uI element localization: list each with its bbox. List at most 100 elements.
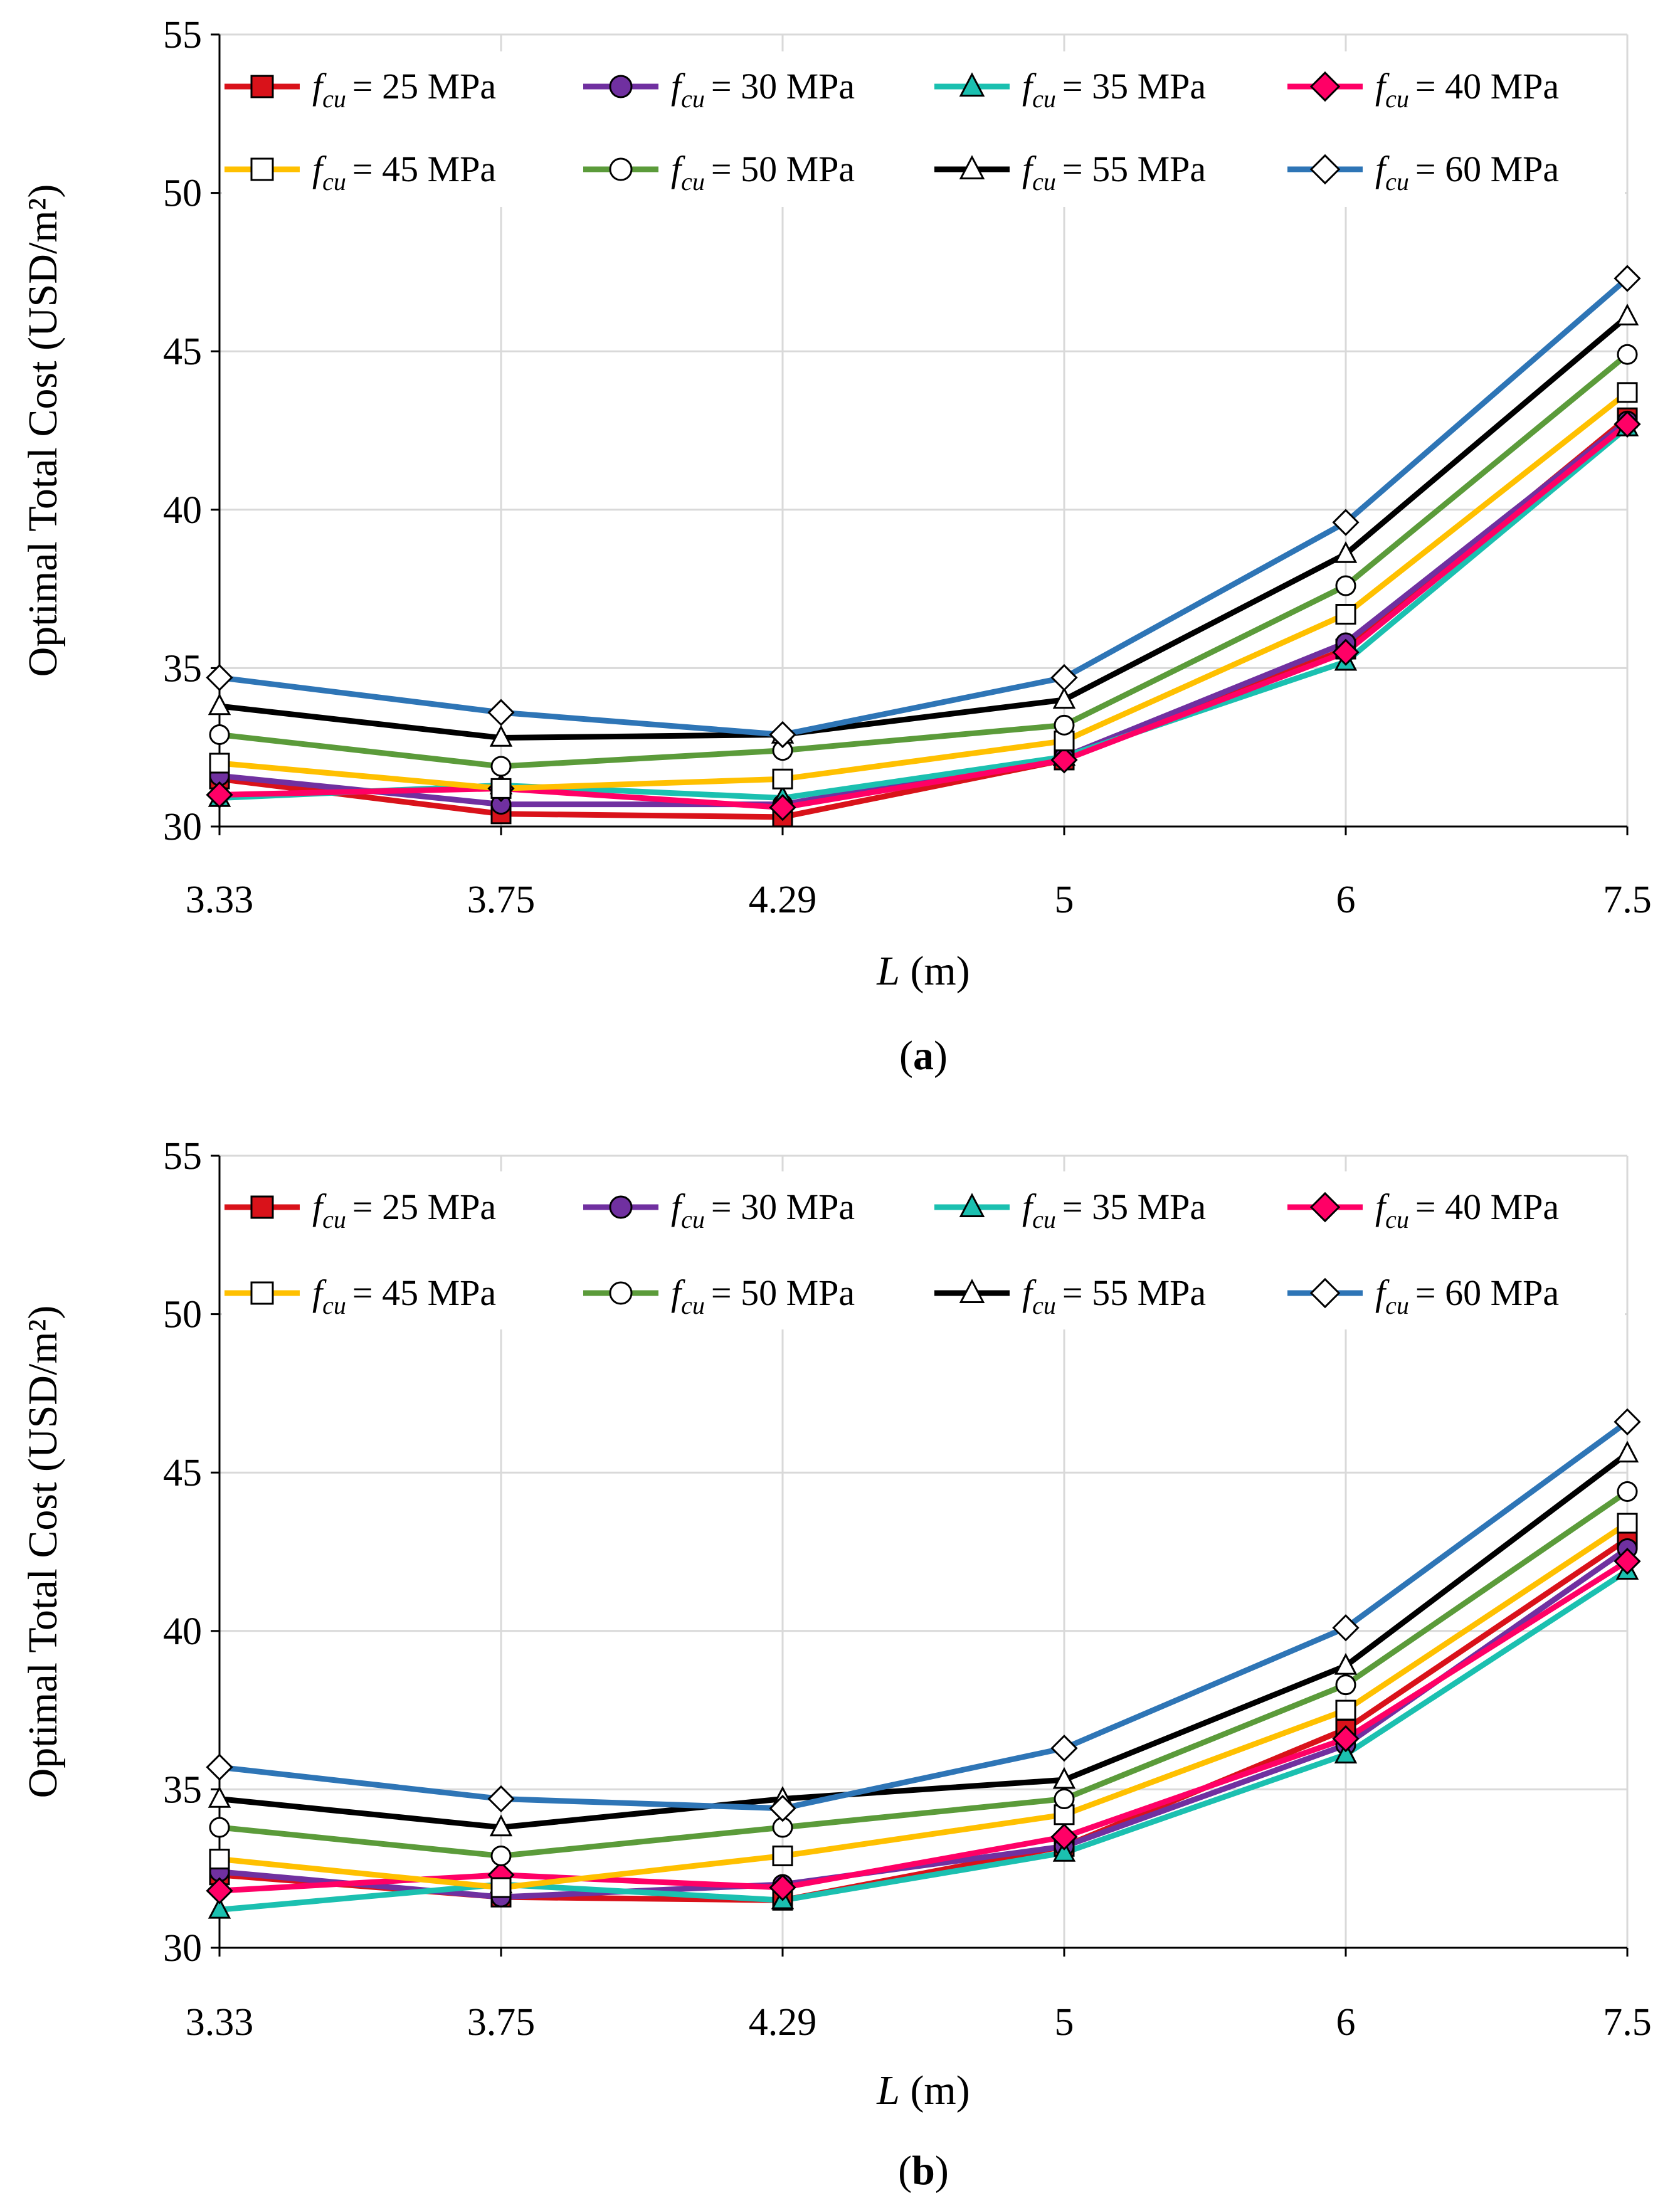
data-point-marker [769,721,796,749]
legend-label: fcu = 45 MPa [312,149,496,196]
legend-label: fcu = 40 MPa [1375,66,1559,113]
legend-subscript: cu [322,1291,346,1319]
legend-strength: = 35 MPa [1062,66,1206,107]
data-point-marker [209,1849,230,1870]
series-line [219,418,1629,808]
data-point-marker [769,1795,796,1822]
x-axis-title-variable: L [876,2068,900,2113]
data-point-marker [209,724,230,745]
series-line [219,415,1629,820]
legend-marker [1309,154,1341,185]
x-tick-label: 7.5 [1603,879,1652,921]
legend-label: fcu = 35 MPa [1022,66,1206,113]
data-point-marker [1052,687,1076,709]
panel-label: (a) [899,1033,948,1079]
data-point-marker [1614,1548,1641,1575]
series-line [219,421,1629,811]
legend-subscript: cu [1032,167,1056,196]
legend-marker [609,1281,633,1305]
legend-marker [959,72,985,97]
series-line [219,276,1629,737]
y-tick-label: 30 [163,806,202,848]
chart-panel-a: 30 35 40 45 50 55 3.33 3.75 4.29 5 6 7.5 Optimal Tot… [20,14,1652,1079]
data-point-marker [772,1845,793,1866]
legend-strength: = 45 MPa [352,149,496,189]
data-point-marker [772,768,793,790]
legend-subscript: cu [1032,85,1056,113]
legend-subscript: cu [1385,1205,1409,1234]
legend-strength: = 25 MPa [352,66,496,107]
data-point-marker [1332,638,1360,666]
data-point-marker [1332,1614,1360,1642]
x-axis-title-variable: L [876,948,900,994]
data-point-marker [206,1877,233,1905]
data-point-marker [1334,1741,1358,1764]
x-tick-label: 3.75 [467,2001,536,2044]
data-point-marker [1332,1725,1360,1753]
legend-marker [1309,1191,1341,1223]
data-point-marker [1335,1699,1356,1721]
series-line [219,1546,1629,1900]
y-tick-label: 45 [163,330,202,373]
legend-subscript: cu [1385,167,1409,196]
data-point-marker [1050,1823,1078,1851]
series-line [219,1419,1629,1812]
legend-strength: = 35 MPa [1062,1186,1206,1227]
x-tick-label: 5 [1055,879,1074,921]
y-tick-label: 55 [163,14,202,56]
data-point-marker [1050,1735,1078,1762]
legend-subscript: cu [1385,85,1409,113]
x-tick-label: 6 [1336,879,1356,921]
series-line [219,425,1629,801]
series-line [219,352,1629,769]
legend-label: fcu = 60 MPa [1375,149,1559,196]
panel-label-close: ) [934,1033,948,1079]
data-point-marker [1335,1674,1356,1696]
data-point-marker [1332,509,1360,536]
data-point-marker [1617,1513,1638,1534]
panel-label-letter: a [913,1033,934,1079]
legend-strength: = 60 MPa [1415,1272,1559,1313]
legend-strength: = 50 MPa [711,149,855,189]
data-point-marker [208,1896,231,1919]
legend-label: fcu = 40 MPa [1375,1186,1559,1234]
legend-label: fcu = 45 MPa [312,1272,496,1319]
legend-marker [959,155,985,179]
y-tick-label: 50 [163,172,202,215]
legend-subscript: cu [322,1205,346,1234]
data-point-marker [1614,265,1641,292]
legend-background [222,51,1625,207]
legend-marker [250,157,274,181]
data-point-marker [206,663,233,692]
legend-subscript: cu [681,1205,705,1234]
legend-subscript: cu [1385,1291,1409,1319]
legend-marker [609,75,633,98]
data-point-marker [490,1877,512,1898]
data-point-marker [1614,410,1641,438]
legend-subscript: cu [681,85,705,113]
series-line [219,1451,1629,1831]
legend-strength: = 40 MPa [1415,66,1559,107]
x-axis-title-unit: (m) [900,948,970,994]
x-tick-label: 4.29 [749,2001,817,2044]
legend-marker [609,1195,633,1219]
legend-label: fcu = 25 MPa [312,66,496,113]
data-point-marker [487,699,515,726]
data-point-marker [1617,382,1638,403]
legend-strength: = 60 MPa [1415,149,1559,189]
legend-marker [959,1279,985,1303]
legend-label: fcu = 50 MPa [671,1272,855,1319]
legend-label: fcu = 55 MPa [1022,1272,1206,1319]
data-point-marker [1054,714,1075,736]
legend-label: fcu = 25 MPa [312,1186,496,1234]
legend-background [222,1171,1625,1329]
legend-subscript: cu [1032,1205,1056,1234]
series-line [219,1521,1629,1891]
data-point-marker [769,1874,796,1901]
x-tick-label: 7.5 [1603,2001,1652,2044]
legend-subscript: cu [1032,1291,1056,1319]
panel-label-letter: b [912,2148,935,2194]
series-line [219,1568,1629,1913]
data-point-marker [490,756,512,777]
y-tick-label: 30 [163,1927,202,1970]
